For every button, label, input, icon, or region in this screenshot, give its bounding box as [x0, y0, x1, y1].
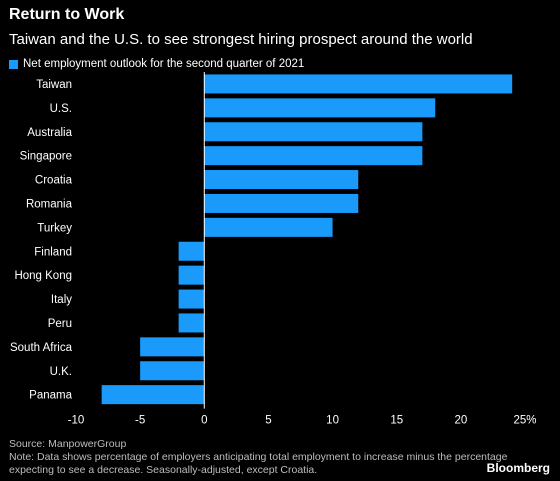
bar-turkey [204, 217, 333, 237]
bar-taiwan [204, 74, 513, 94]
legend: Net employment outlook for the second qu… [9, 58, 304, 70]
x-tick-label: 5 [265, 415, 271, 427]
bar-panama [101, 385, 205, 405]
footer-notes: Source: ManpowerGroup Note: Data shows p… [9, 438, 539, 477]
category-label: Turkey [37, 222, 72, 234]
category-label: U.S. [50, 103, 72, 115]
category-label: South Africa [10, 342, 73, 354]
legend-label: Net employment outlook for the second qu… [23, 58, 305, 70]
bar-chart: Taiwan U.S. Australia Singapore Croatia Roman… [10, 72, 537, 427]
category-label: Croatia [35, 175, 73, 187]
category-label: Singapore [20, 151, 72, 163]
x-tick-label: 20 [454, 415, 467, 427]
x-tick-label: 0 [201, 415, 207, 427]
bar-romania [204, 193, 359, 213]
x-tick-label: -5 [135, 415, 145, 427]
legend-swatch [9, 59, 18, 69]
category-label: Hong Kong [14, 270, 72, 282]
category-label: Peru [48, 318, 72, 330]
x-tick-label: 25% [513, 415, 536, 427]
bar-italy [178, 289, 205, 309]
bar-croatia [204, 170, 359, 190]
bar-singapore [204, 146, 423, 166]
brand-logo: Bloomberg [486, 461, 550, 475]
category-label: Taiwan [36, 79, 72, 91]
bar-hong-kong [178, 265, 205, 285]
category-label: Panama [29, 390, 72, 402]
category-label: U.K. [50, 366, 72, 378]
category-label: Australia [27, 127, 72, 139]
category-label: Finland [34, 246, 72, 258]
bar-finland [178, 241, 205, 261]
methodology-note: Note: Data shows percentage of employers… [9, 451, 508, 476]
chart-title: Return to Work [9, 6, 125, 23]
bar-south-africa [140, 337, 205, 357]
source-note: Source: ManpowerGroup [9, 438, 127, 450]
x-tick-label: 15 [390, 415, 403, 427]
x-tick-label: 10 [326, 415, 339, 427]
bar-u-s [204, 98, 436, 118]
x-tick-label: -10 [68, 415, 85, 427]
chart-subtitle: Taiwan and the U.S. to see strongest hir… [9, 31, 473, 48]
bar-australia [204, 122, 423, 142]
bar-u-k [140, 361, 205, 381]
bar-peru [178, 313, 205, 333]
category-label: Italy [51, 294, 72, 306]
category-label: Romania [26, 198, 73, 210]
